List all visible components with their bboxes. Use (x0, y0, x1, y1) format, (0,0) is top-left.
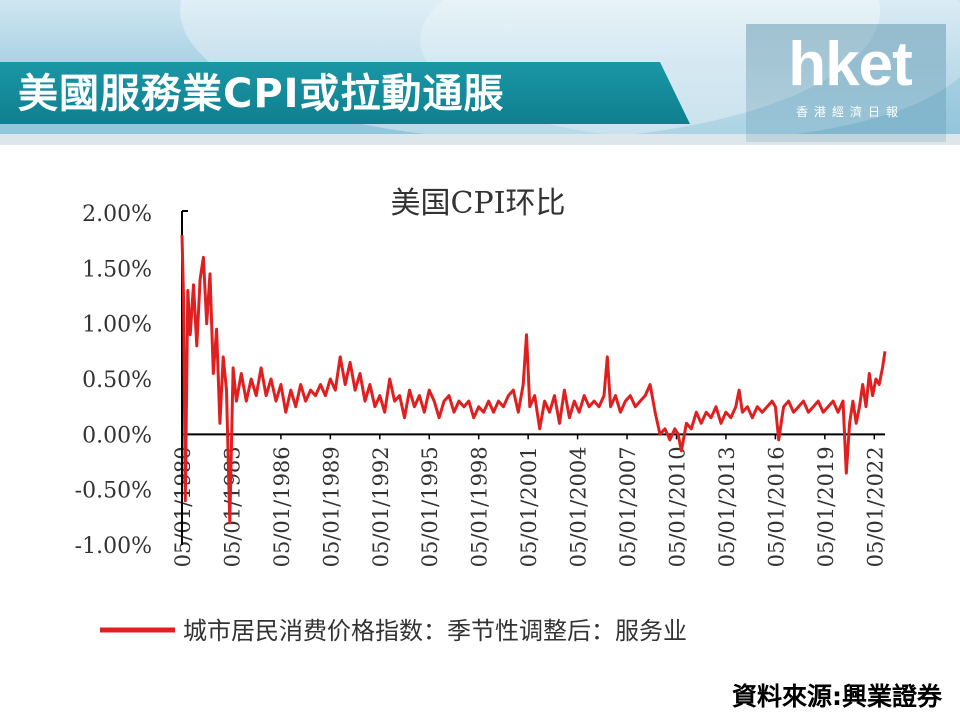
x-tick-label: 05/01/1992 (369, 446, 393, 567)
source-note: 資料來源:興業證券 (732, 682, 942, 711)
x-tick-label: 05/01/2001 (517, 446, 541, 567)
x-tick-label: 05/01/1995 (418, 446, 442, 567)
footer (0, 667, 960, 720)
x-tick-label: 05/01/2019 (814, 446, 838, 567)
cpi-chart: 美国CPI环比 2.00% 1.50% 1.00% 0.50% 0.00% -0.50% -… (75, 186, 888, 645)
x-tick-label: 05/01/1998 (468, 446, 492, 567)
y-tick-label: 0.50% (82, 368, 152, 393)
chart-title: 美国CPI环比 (391, 186, 566, 221)
title-banner (0, 62, 690, 124)
x-tick-label: 05/01/1989 (319, 446, 343, 567)
page-title: 美國服務業CPI或拉動通脹 (18, 71, 505, 117)
x-tick-label: 05/01/2004 (567, 446, 591, 567)
chart-area: 美国CPI环比 2.00% 1.50% 1.00% 0.50% 0.00% -0.50% -… (0, 145, 960, 675)
legend-label: 城市居民消费价格指数：季节性调整后：服务业 (183, 617, 687, 645)
hket-logo: hket (788, 30, 912, 99)
x-tick-label: 05/01/2007 (616, 446, 640, 567)
x-tick-label: 05/01/2010 (665, 446, 689, 567)
y-tick-label: 2.00% (82, 202, 152, 227)
y-tick-label: 0.00% (82, 423, 152, 448)
y-tick-label: 1.50% (82, 257, 152, 282)
x-tick-label: 05/01/2013 (715, 446, 739, 567)
x-tick-label: 05/01/2016 (764, 446, 788, 567)
x-tick-label: 05/01/1986 (270, 446, 294, 567)
y-tick-label: -1.00% (75, 534, 152, 559)
logo-backdrop (746, 24, 946, 142)
x-tick-label: 05/01/2022 (863, 446, 887, 567)
series-line-0 (180, 235, 887, 525)
y-tick-label: -0.50% (75, 479, 152, 504)
header-divider (0, 134, 960, 145)
y-tick-label: 1.00% (82, 313, 152, 338)
hket-logo-subtitle: 香港經濟日報 (795, 105, 904, 119)
